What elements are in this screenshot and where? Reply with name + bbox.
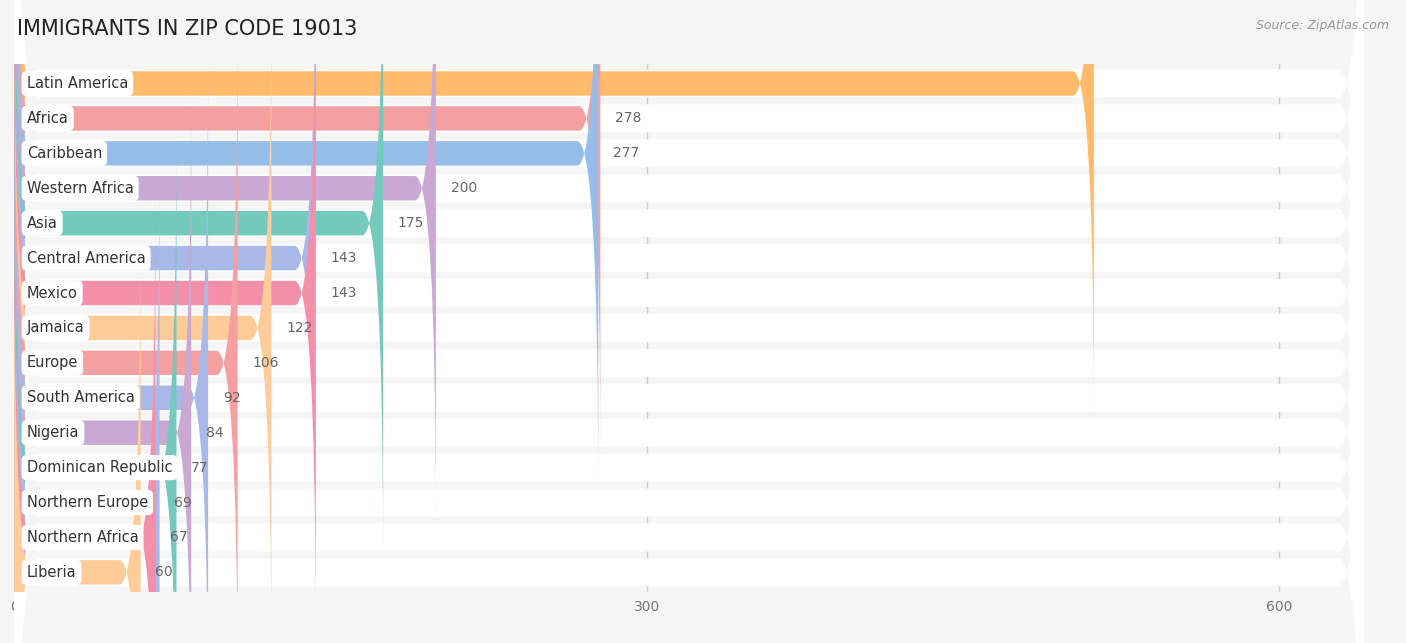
Text: 200: 200 (450, 181, 477, 195)
FancyBboxPatch shape (14, 132, 1364, 643)
Text: 143: 143 (330, 251, 357, 265)
FancyBboxPatch shape (14, 0, 315, 595)
FancyBboxPatch shape (14, 0, 1364, 643)
Text: 512: 512 (1108, 77, 1135, 91)
FancyBboxPatch shape (14, 131, 177, 643)
FancyBboxPatch shape (14, 28, 1364, 643)
Text: 84: 84 (207, 426, 224, 440)
FancyBboxPatch shape (14, 62, 1364, 643)
Text: Dominican Republic: Dominican Republic (27, 460, 173, 475)
Text: Source: ZipAtlas.com: Source: ZipAtlas.com (1256, 19, 1389, 32)
FancyBboxPatch shape (14, 165, 160, 643)
Text: 77: 77 (191, 460, 208, 475)
Text: 92: 92 (222, 391, 240, 404)
Text: Africa: Africa (27, 111, 69, 126)
Text: Caribbean: Caribbean (27, 146, 103, 161)
FancyBboxPatch shape (14, 167, 1364, 643)
FancyBboxPatch shape (14, 0, 1364, 643)
Text: IMMIGRANTS IN ZIP CODE 19013: IMMIGRANTS IN ZIP CODE 19013 (17, 19, 357, 39)
FancyBboxPatch shape (14, 96, 191, 643)
Text: 278: 278 (614, 111, 641, 125)
FancyBboxPatch shape (14, 0, 600, 455)
FancyBboxPatch shape (14, 235, 141, 643)
FancyBboxPatch shape (14, 0, 382, 560)
Text: 60: 60 (155, 565, 173, 579)
FancyBboxPatch shape (14, 98, 1364, 643)
FancyBboxPatch shape (14, 0, 1364, 628)
Text: Northern Europe: Northern Europe (27, 495, 148, 510)
Text: Europe: Europe (27, 356, 79, 370)
Text: 106: 106 (253, 356, 278, 370)
Text: Mexico: Mexico (27, 285, 77, 300)
Text: Liberia: Liberia (27, 565, 76, 580)
Text: South America: South America (27, 390, 135, 405)
Text: Western Africa: Western Africa (27, 181, 134, 195)
FancyBboxPatch shape (14, 0, 436, 525)
FancyBboxPatch shape (14, 26, 238, 643)
FancyBboxPatch shape (14, 0, 1364, 643)
Text: Latin America: Latin America (27, 76, 128, 91)
FancyBboxPatch shape (14, 0, 315, 630)
Text: Northern Africa: Northern Africa (27, 530, 138, 545)
Text: Asia: Asia (27, 215, 58, 231)
FancyBboxPatch shape (14, 0, 599, 491)
FancyBboxPatch shape (14, 0, 1364, 489)
Text: Nigeria: Nigeria (27, 425, 79, 440)
FancyBboxPatch shape (14, 0, 1094, 421)
Text: 143: 143 (330, 286, 357, 300)
Text: 175: 175 (398, 216, 425, 230)
Text: 69: 69 (174, 496, 193, 509)
FancyBboxPatch shape (14, 0, 1364, 558)
Text: 67: 67 (170, 530, 188, 545)
Text: Central America: Central America (27, 251, 145, 266)
FancyBboxPatch shape (14, 0, 1364, 643)
FancyBboxPatch shape (14, 0, 1364, 593)
FancyBboxPatch shape (14, 201, 155, 643)
Text: 277: 277 (613, 147, 640, 160)
Text: 122: 122 (287, 321, 312, 335)
FancyBboxPatch shape (14, 0, 1364, 643)
FancyBboxPatch shape (14, 0, 1364, 523)
Text: Jamaica: Jamaica (27, 320, 84, 336)
FancyBboxPatch shape (14, 61, 208, 643)
FancyBboxPatch shape (14, 0, 271, 643)
